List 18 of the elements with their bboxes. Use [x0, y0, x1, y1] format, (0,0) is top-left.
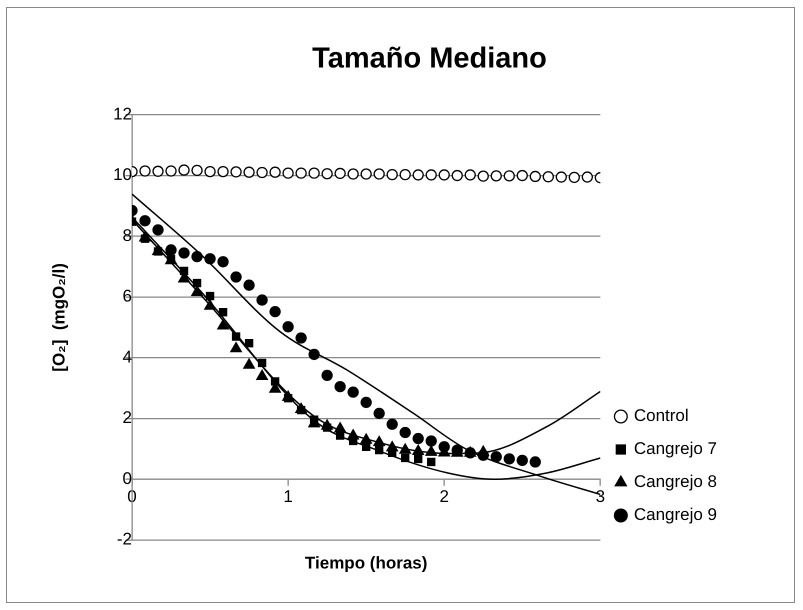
x-axis-title: Tiempo (horas)	[304, 554, 428, 573]
y-tick-label: -2	[116, 530, 132, 549]
y-axis-title: [O₂] (mgO₂/l)	[50, 263, 69, 372]
x-tick-label: 2	[439, 487, 449, 506]
y-tick-label: 10	[113, 165, 132, 184]
y-tick-label: 2	[122, 408, 132, 428]
y-tick-label: 4	[122, 347, 132, 366]
legend-label: Cangrejo 9	[634, 505, 718, 524]
x-tick-label: 3	[596, 487, 606, 506]
legend-label: Cangrejo 8	[634, 472, 718, 492]
y-tick-label: 6	[122, 286, 132, 306]
y-tick-label: 8	[122, 226, 132, 245]
x-tick-label: 1	[283, 487, 293, 506]
y-tick-label: 12	[113, 104, 132, 124]
legend-label: Cangrejo 7	[634, 439, 718, 458]
legend-label: Control	[634, 406, 689, 426]
chart-title: Tamaño Mediano	[312, 42, 547, 74]
y-tick-label: 0	[122, 468, 132, 488]
